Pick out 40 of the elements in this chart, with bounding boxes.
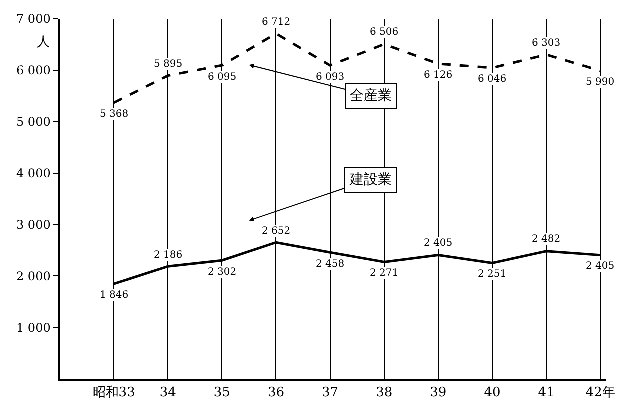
- x-tick-label: 39: [430, 385, 447, 400]
- data-label: 2 458: [316, 259, 345, 270]
- y-tick-label: 6 000: [16, 64, 51, 78]
- x-tick-label: 36: [268, 385, 285, 400]
- y-tick-label: 5 000: [16, 115, 51, 130]
- data-label: 2 271: [370, 268, 399, 279]
- data-label: 6 506: [370, 27, 399, 38]
- y-tick-label: 3 000: [16, 218, 51, 232]
- x-tick-label: 37: [322, 385, 339, 400]
- text: 全産業: [350, 88, 392, 104]
- data-label: 6 046: [478, 74, 507, 85]
- data-label: 6 126: [424, 70, 453, 81]
- data-label: 2 405: [424, 238, 453, 249]
- x-tick-label: 42年: [586, 385, 616, 400]
- x-tick-label: 昭和33: [92, 385, 136, 400]
- data-label: 1 846: [100, 290, 129, 301]
- x-tick-label: 41: [538, 385, 555, 400]
- data-label: 5 368: [100, 109, 129, 120]
- data-label: 2 405: [586, 261, 615, 272]
- data-label: 2 482: [532, 234, 561, 245]
- data-label: 6 712: [262, 17, 291, 28]
- y-tick-label: 2 000: [16, 269, 51, 284]
- y-axis-title: 人: [37, 35, 50, 50]
- data-label: 6 093: [316, 72, 345, 83]
- x-tick-label: 40: [484, 385, 501, 400]
- data-label: 5 990: [586, 77, 615, 88]
- data-label: 5 895: [154, 59, 183, 70]
- x-tick-label: 34: [160, 385, 176, 400]
- data-label: 6 095: [208, 72, 237, 83]
- text: 建設業: [349, 172, 392, 188]
- y-tick-label: 7 000: [16, 12, 51, 26]
- y-tick-label: 1 000: [16, 320, 51, 335]
- x-tick-label: 35: [214, 385, 230, 400]
- y-tick-label: 4 000: [16, 166, 51, 180]
- data-label: 6 303: [532, 38, 561, 49]
- data-label: 2 186: [154, 250, 183, 261]
- data-label: 2 251: [478, 269, 507, 280]
- x-tick-label: 38: [376, 385, 393, 400]
- data-label: 2 302: [208, 267, 237, 278]
- data-label: 2 652: [262, 226, 291, 237]
